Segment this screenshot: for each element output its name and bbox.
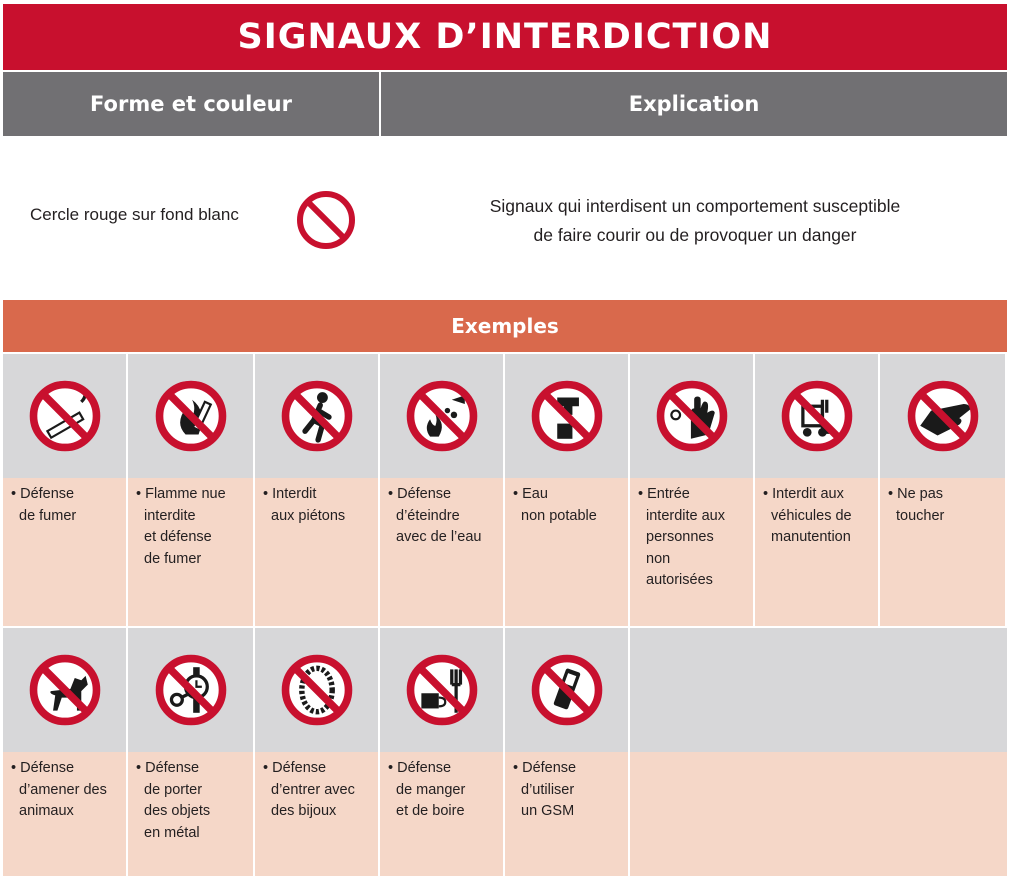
example-label-line: interdite aux	[646, 507, 725, 524]
no-smoking-icon	[29, 380, 100, 452]
example-label: • Défense de porter des objets en métal	[128, 752, 255, 876]
example-label-line: un GSM	[521, 803, 575, 819]
example-label-line: manutention	[771, 529, 851, 545]
example-label-line: d’entrer avec	[271, 781, 355, 798]
example-label: • Interdit aux véhicules de manutention	[755, 478, 880, 626]
empty-cell	[630, 628, 1007, 752]
example-icon-cell	[880, 354, 1007, 478]
example-icon-cell	[380, 628, 505, 752]
page-title: SIGNAUX D’INTERDICTION	[3, 4, 1007, 70]
example-label-line: d’éteindre	[396, 507, 460, 524]
no-animals-icon	[29, 654, 100, 726]
example-label-line: et de boire	[396, 803, 465, 819]
no-metal-objects-icon	[155, 654, 226, 726]
example-label-line: en métal	[144, 824, 200, 841]
example-label-line: des bijoux	[271, 803, 337, 819]
do-not-touch-icon	[907, 380, 978, 452]
example-label-line: et défense	[144, 529, 212, 545]
no-water-extinguishing-icon	[406, 380, 477, 452]
example-label-line: non potable	[521, 507, 597, 524]
example-label: • Défense de fumer	[3, 478, 128, 626]
example-icon-cell	[3, 354, 128, 478]
example-label: • Défense d’amener des animaux	[3, 752, 128, 876]
explanation-text: Signaux qui interdisent un comportement …	[412, 192, 978, 250]
example-label-line: autorisées	[646, 572, 713, 588]
no-unauthorized-entry-icon	[656, 380, 727, 452]
example-label-line: • Flamme nue	[136, 486, 226, 502]
example-icon-cell	[255, 628, 380, 752]
example-label-line: personnes	[646, 529, 714, 545]
example-label-line: véhicules de	[771, 507, 852, 524]
example-label-line: aux piétons	[271, 507, 346, 524]
example-label: • Interdit aux piétons	[255, 478, 380, 626]
example-label-line: • Défense	[11, 486, 75, 502]
example-icon-cell	[128, 628, 255, 752]
no-mobile-phone-icon	[531, 654, 602, 726]
example-icon-cell	[630, 354, 755, 478]
empty-cell	[630, 752, 1007, 876]
example-label: • Eau non potable	[505, 478, 630, 626]
no-eating-drinking-icon	[406, 654, 477, 726]
example-label: • Défense d’entrer avec des bijoux	[255, 752, 380, 876]
no-forklifts-icon	[781, 380, 852, 452]
non-potable-water-icon	[531, 380, 602, 452]
example-label-line: • Défense	[136, 760, 200, 776]
example-label-line: non	[646, 550, 671, 567]
example-label-line: de manger	[396, 781, 466, 798]
example-label-line: • Interdit	[263, 486, 317, 502]
example-label-line: de fumer	[144, 550, 202, 567]
example-icon-cell	[505, 628, 630, 752]
prohibition-circle-icon	[297, 191, 355, 249]
header-explanation: Explication	[381, 72, 1007, 136]
example-label: • Défense d’éteindre avec de l’eau	[380, 478, 505, 626]
example-label-line: d’amener des	[19, 781, 107, 798]
example-label-line: d’utiliser	[521, 781, 575, 798]
example-label-line: • Eau	[513, 486, 548, 502]
example-icon-cell	[128, 354, 255, 478]
example-label-line: avec de l’eau	[396, 529, 482, 545]
example-label-line: toucher	[896, 507, 945, 524]
example-label-line: interdite	[144, 507, 196, 524]
examples-header: Exemples	[3, 300, 1007, 352]
example-label: • Entrée interdite aux personnes non autoris…	[630, 478, 755, 626]
example-label-line: • Entrée	[638, 486, 690, 502]
example-label-line: • Défense	[388, 486, 452, 502]
example-icon-cell	[3, 628, 128, 752]
example-label: • Flamme nue interdite et défense de fumer	[128, 478, 255, 626]
example-label-line: • Défense	[263, 760, 327, 776]
example-label-line: animaux	[19, 803, 74, 819]
example-label-line: • Défense	[11, 760, 75, 776]
example-label-line: de porter	[144, 781, 203, 798]
example-label-line: de fumer	[19, 507, 77, 524]
example-label: • Ne pas toucher	[880, 478, 1007, 626]
example-label: • Défense d’utiliser un GSM	[505, 752, 630, 876]
example-label-line: • Défense	[513, 760, 577, 776]
example-icon-cell	[255, 354, 380, 478]
example-icon-cell	[505, 354, 630, 478]
example-label-line: • Ne pas	[888, 486, 944, 502]
explanation-line-2: de faire courir ou de provoquer un dange…	[533, 225, 857, 245]
example-label-line: des objets	[144, 803, 211, 819]
no-open-flame-icon	[155, 380, 226, 452]
shape-description: Cercle rouge sur fond blanc	[30, 205, 239, 224]
no-pedestrians-icon	[281, 380, 352, 452]
example-label-line: • Interdit aux	[763, 486, 844, 502]
example-icon-cell	[755, 354, 880, 478]
example-icon-cell	[380, 354, 505, 478]
example-label-line: • Défense	[388, 760, 452, 776]
example-label: • Défense de manger et de boire	[380, 752, 505, 876]
no-jewelry-icon	[281, 654, 352, 726]
header-shape-color: Forme et couleur	[3, 72, 379, 136]
explanation-line-1: Signaux qui interdisent un comportement …	[489, 196, 901, 216]
